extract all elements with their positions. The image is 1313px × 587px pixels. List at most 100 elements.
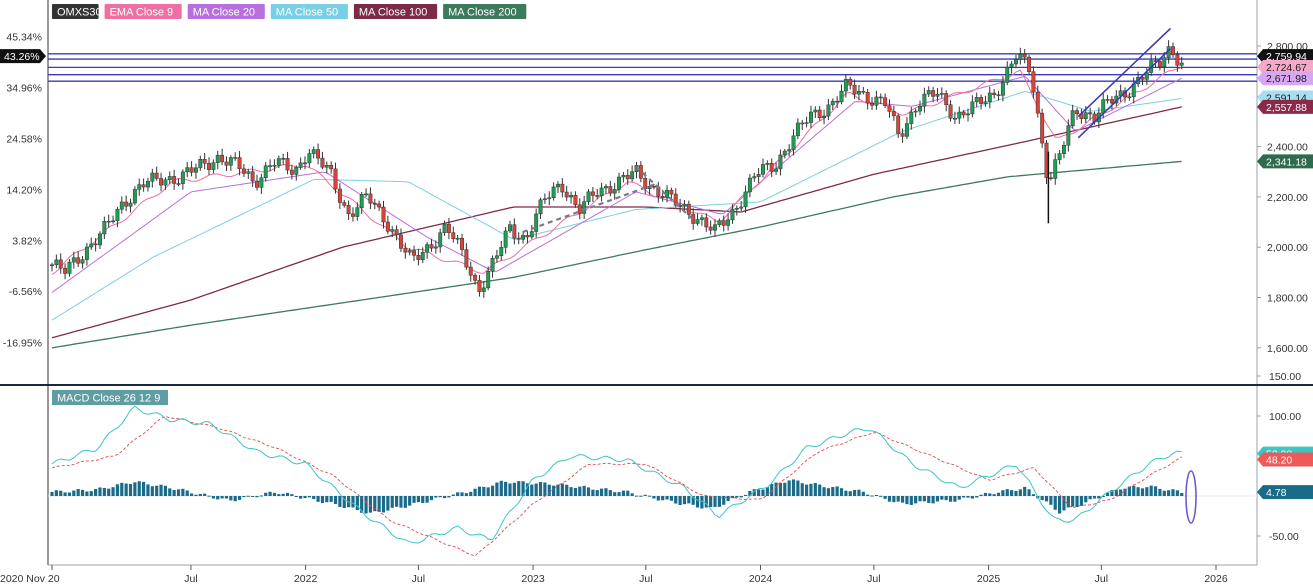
histogram-bar (1044, 496, 1049, 502)
candle-body (922, 93, 927, 107)
histogram-bar (538, 481, 543, 496)
candle-body (704, 217, 709, 228)
histogram-bar (473, 488, 477, 496)
candle-body (63, 267, 68, 274)
candle-body (289, 169, 294, 175)
candle-body (329, 165, 334, 170)
candle-body (150, 172, 155, 182)
candle-body (342, 202, 347, 206)
candle-body (926, 90, 931, 95)
histogram-bar (765, 487, 769, 496)
macd-tick-label: 100.00 (1269, 411, 1301, 423)
histogram-bar (1162, 490, 1166, 496)
histogram-bar (752, 489, 756, 496)
candle-body (89, 243, 94, 248)
candle-body (617, 176, 621, 190)
histogram-bar (421, 496, 425, 504)
histogram-bar (770, 484, 774, 496)
candle-body (695, 219, 700, 224)
candle-body (111, 220, 116, 223)
candle-body (499, 247, 504, 256)
histogram-bar (412, 496, 416, 503)
candle-body (412, 250, 416, 256)
candle-body (848, 78, 853, 86)
histogram-bar (831, 487, 835, 496)
histogram-bar (735, 496, 739, 498)
candle-body (839, 90, 844, 103)
candle-body (1062, 145, 1066, 154)
histogram-bar (285, 492, 290, 496)
histogram-bar (1114, 489, 1118, 496)
macd-signal-line (51, 415, 1182, 557)
candle-body (1175, 54, 1180, 66)
histogram-bar (373, 496, 377, 512)
histogram-bar (896, 496, 900, 502)
candle-body (146, 180, 150, 188)
candle-body (843, 78, 848, 92)
x-tick-label: 2024 (749, 573, 773, 585)
histogram-bar (290, 494, 294, 496)
candle-body (730, 208, 735, 221)
candle-body (952, 117, 957, 120)
histogram-bar (259, 495, 263, 497)
candle-body (1053, 159, 1058, 179)
histogram-bar (377, 496, 381, 512)
candle-body (957, 111, 962, 119)
histogram-bar (1149, 485, 1153, 496)
histogram-bar (233, 496, 237, 502)
candle-body (486, 271, 491, 289)
candle-body (464, 249, 469, 268)
histogram-bar (630, 493, 634, 496)
histogram-bar (852, 489, 857, 496)
histogram-bar (879, 495, 883, 497)
histogram-bar (900, 496, 905, 503)
histogram-bar (931, 496, 935, 504)
candle-body (638, 165, 643, 179)
candle-body (137, 184, 142, 190)
candle-body (961, 111, 966, 116)
candle-body (1083, 112, 1088, 119)
histogram-bar (996, 492, 1001, 496)
candle-body (582, 201, 587, 214)
histogram-bar (342, 496, 346, 508)
candle-body (385, 221, 390, 232)
candle-body (163, 179, 168, 186)
candle-body (180, 171, 185, 184)
candle-body (54, 259, 59, 266)
candle-body (573, 195, 578, 206)
histogram-bar (89, 491, 93, 496)
candle-body (198, 158, 203, 169)
dashed-trendline-1 (635, 165, 694, 221)
candle-body (682, 203, 687, 207)
histogram-bar (360, 496, 364, 513)
histogram-bar (962, 496, 966, 498)
candle-body (80, 259, 85, 264)
histogram-bar (914, 496, 918, 504)
candle-body (433, 246, 438, 249)
histogram-bar (757, 489, 761, 496)
candle-body (494, 255, 499, 259)
histogram-bar (1057, 496, 1062, 514)
histogram-bar (198, 493, 202, 496)
histogram-bar (85, 491, 89, 496)
histogram-bar (277, 494, 281, 496)
candle-body (996, 94, 1001, 96)
histogram-bar (599, 488, 604, 496)
candle-body (250, 171, 255, 182)
histogram-bar (316, 496, 320, 502)
histogram-bar (796, 480, 800, 496)
legend-label-1: EMA Close 9 (110, 7, 174, 19)
candle-body (303, 162, 307, 165)
candle-body (699, 217, 704, 220)
histogram-bar (1084, 496, 1088, 503)
histogram-bar (639, 495, 643, 497)
candle-body (1005, 66, 1010, 83)
histogram-bar (442, 496, 447, 499)
candle-body (128, 202, 133, 207)
histogram-bar (137, 481, 141, 496)
candle-body (58, 259, 63, 269)
histogram-bar (216, 496, 220, 500)
candle-body (1127, 96, 1132, 99)
candle-body (865, 92, 870, 104)
histogram-bar (1101, 496, 1105, 497)
